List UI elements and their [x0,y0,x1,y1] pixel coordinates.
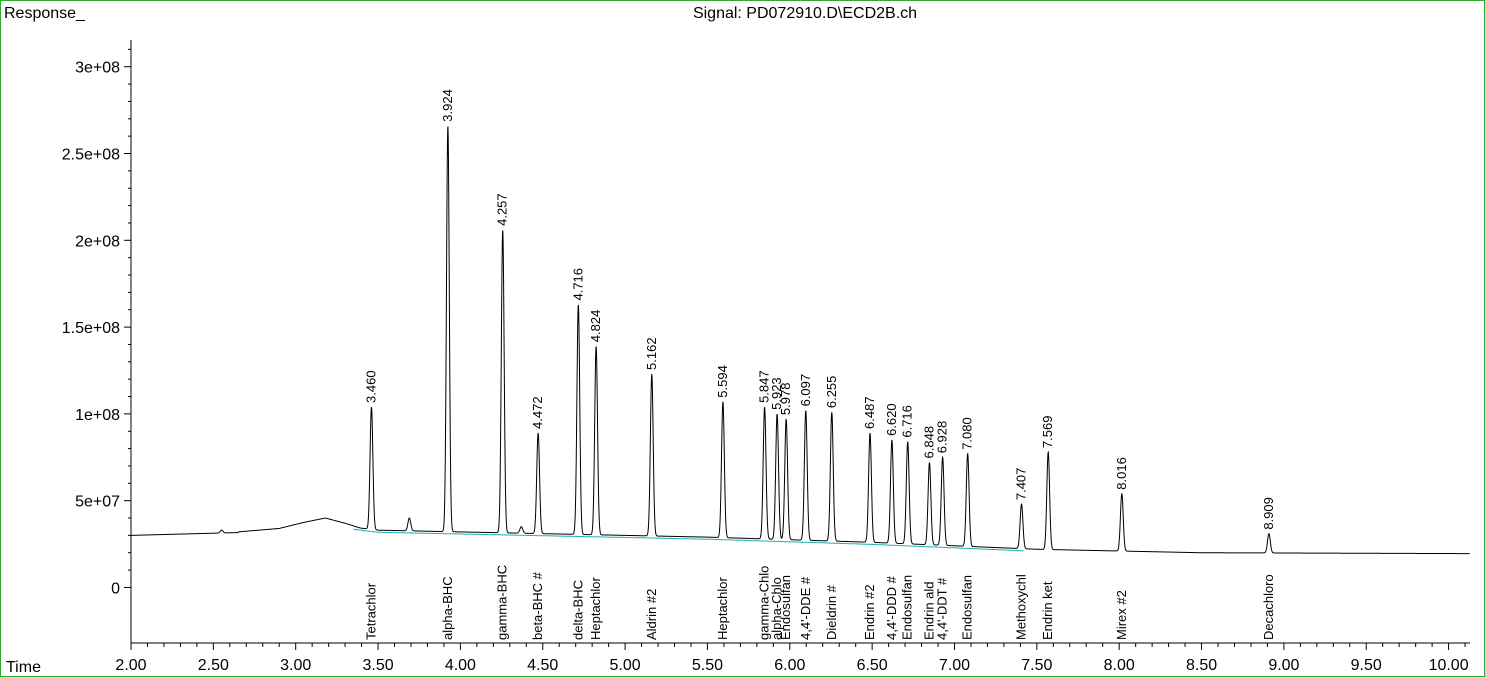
x-tick-label: 3.50 [362,657,393,674]
trace-layer [130,126,1470,555]
compound-label: Endosulfan [960,575,975,640]
peak-rt-label: 6.620 [884,403,899,436]
x-tick-label: 7.50 [1021,657,1052,674]
compound-label: delta-BHC [570,580,585,640]
signal-trace [130,126,1470,555]
integration-baseline [353,528,1024,552]
peak-rt-label: 5.594 [715,365,730,398]
x-tick-label: 2.00 [115,657,146,674]
peak-rt-label: 5.923 [769,377,784,410]
y-axis-title: Response_ [4,5,86,22]
peak-rt-label: 8.909 [1261,497,1276,530]
compound-label: gamma-BHC [495,565,510,640]
peak-rt-label: 7.407 [1014,468,1029,501]
compound-label: Methoxychl [1014,574,1029,640]
compound-label: Dieldrin # [824,584,839,640]
x-tick-label: 2.50 [198,657,229,674]
compound-label: Tetrachlor [363,582,378,640]
y-tick-label: 0 [111,580,120,597]
compound-label-layer: Tetrachlor alpha-BHC gamma-BHC beta-BHC # de… [363,565,1275,640]
compound-label: Endrin #2 [862,584,877,640]
peak-rt-label: 6.716 [900,405,915,438]
peak-rt-label: 6.255 [824,376,839,409]
peak-rt-label: 6.928 [935,421,950,454]
peak-rt-label: 3.460 [363,370,378,403]
x-tick-label: 7.00 [939,657,970,674]
compound-label: Endosulfan [778,575,793,640]
compound-label: 4,4'-DDE # [798,576,813,640]
compound-label: Endosulfan [900,575,915,640]
peak-rt-label: 6.487 [862,396,877,429]
peak-rt-label: 4.716 [570,268,585,301]
peak-rt-label: 5.162 [644,337,659,370]
x-tick-label: 5.50 [692,657,723,674]
y-tick-label: 3e+08 [75,60,120,77]
y-tick-label: 1.5e+08 [62,320,120,337]
baseline-layer [353,528,1024,552]
compound-label: Decachloro [1261,574,1276,640]
peak-rt-label: 4.824 [588,310,603,343]
y-tick-label: 1e+08 [75,407,120,424]
peak-rt-label: 5.847 [757,370,772,403]
x-tick-label: 4.00 [445,657,476,674]
compound-label: Endrin ket [1040,581,1055,640]
peak-rt-label: 6.848 [921,426,936,459]
peak-rt-label: 8.016 [1114,457,1129,490]
compound-label: alpha-Chlo [769,577,784,640]
y-tick-label: 5e+07 [75,494,120,511]
y-tick-label: 2.5e+08 [62,147,120,164]
x-tick-label: 5.00 [610,657,641,674]
x-tick-label: 4.50 [527,657,558,674]
peak-rt-label: 6.097 [798,374,813,407]
compound-label: Heptachlor [588,576,603,640]
peak-rt-label: 7.569 [1040,416,1055,449]
peak-rt-label: 5.978 [778,383,793,416]
x-tick-label: 6.00 [774,657,805,674]
x-tick-label: 9.00 [1268,657,1299,674]
compound-label: Aldrin #2 [644,589,659,640]
axes-layer: 0 5e+07 1e+08 1.5e+08 2e+08 2.5e+08 3e+08 2.00 2… [62,40,1470,674]
compound-label: gamma-Chlo [757,566,772,640]
x-tick-label: 8.50 [1186,657,1217,674]
peak-rt-label: 7.080 [960,417,975,450]
x-tick-label: 3.00 [280,657,311,674]
compound-label: 4,4'-DDD # [884,575,899,640]
peak-rt-label: 4.257 [495,193,510,226]
x-tick-label: 9.50 [1351,657,1382,674]
peak-rt-label: 3.924 [440,89,455,122]
compound-label: Mirex #2 [1114,590,1129,640]
y-tick-label: 2e+08 [75,233,120,250]
chart-title: Signal: PD072910.D\ECD2B.ch [693,5,917,22]
x-tick-label: 8.00 [1104,657,1135,674]
compound-label: 4,4'-DDT # [935,577,950,640]
x-axis-title: Time [6,659,41,676]
compound-label: Heptachlor [715,576,730,640]
peak-rt-label: 4.472 [530,396,545,429]
compound-label: beta-BHC # [530,571,545,640]
compound-label: alpha-BHC [440,576,455,640]
x-tick-label: 6.50 [857,657,888,674]
x-tick-label: 10.00 [1429,657,1469,674]
compound-label: Endrin ald [921,581,936,640]
